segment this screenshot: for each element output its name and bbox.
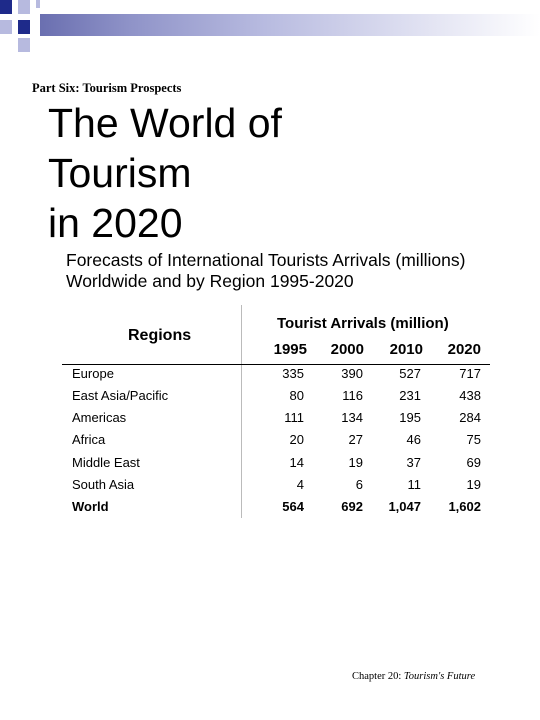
arrivals-cell: 20 — [289, 432, 304, 447]
footer-chapter-title: Tourism's Future — [403, 671, 476, 682]
banner-square — [18, 38, 30, 52]
region-label: East Asia/Pacific — [72, 388, 169, 403]
region-label: Americas — [72, 410, 127, 425]
footer-chapter: Chapter 20: — [352, 671, 402, 682]
column-divider — [241, 305, 242, 518]
arrivals-cell: 69 — [466, 455, 481, 470]
arrivals-cell: 527 — [399, 366, 421, 381]
arrivals-cell: 564 — [282, 499, 304, 514]
decorative-banner — [0, 0, 540, 60]
part-label: Part Six: Tourism Prospects — [32, 81, 182, 95]
year-header: 2000 — [330, 341, 364, 358]
region-label: Africa — [72, 432, 106, 447]
title-line: in 2020 — [48, 200, 183, 246]
slide-subtitle: Forecasts of International Tourists Arri… — [66, 250, 465, 292]
region-label: South Asia — [72, 477, 135, 492]
footer: Chapter 20: Tourism's Future — [352, 671, 475, 682]
arrivals-cell: 438 — [459, 388, 481, 403]
arrivals-cell: 6 — [355, 477, 363, 492]
year-header: 2020 — [447, 341, 481, 358]
arrivals-cell: 335 — [282, 366, 304, 381]
arrivals-header: Tourist Arrivals (million) — [277, 315, 449, 332]
arrivals-cell: 717 — [459, 366, 481, 381]
arrivals-cell: 692 — [341, 499, 363, 514]
arrivals-cell: 37 — [406, 455, 421, 470]
arrivals-cell: 27 — [348, 432, 363, 447]
banner-square — [18, 0, 30, 14]
arrivals-cell: 116 — [342, 388, 363, 403]
arrivals-cell: 231 — [399, 388, 421, 403]
year-header: 1995 — [273, 341, 307, 358]
banner-square — [18, 20, 30, 34]
arrivals-cell: 75 — [466, 432, 481, 447]
region-label: World — [72, 499, 109, 514]
arrivals-cell: 11 — [407, 477, 422, 492]
header-rule — [62, 364, 490, 365]
arrivals-cell: 80 — [289, 388, 304, 403]
arrivals-cell: 1,602 — [448, 499, 481, 514]
title-line: The World of — [48, 100, 282, 146]
arrivals-cell: 46 — [406, 432, 421, 447]
region-label: Middle East — [72, 455, 140, 470]
banner-gradient-bar — [40, 14, 540, 36]
banner-square — [36, 0, 40, 8]
subtitle-line: Worldwide and by Region 1995-2020 — [66, 271, 354, 291]
arrivals-cell: 195 — [399, 410, 421, 425]
arrivals-cell: 390 — [341, 366, 363, 381]
arrivals-cell: 14 — [289, 455, 304, 470]
arrivals-cell: 4 — [296, 477, 304, 492]
arrivals-cell: 1,047 — [388, 499, 421, 514]
year-header: 2010 — [389, 341, 423, 358]
arrivals-cell: 19 — [348, 455, 363, 470]
banner-square — [0, 20, 12, 34]
region-label: Europe — [72, 366, 114, 381]
slide-title: The World of Tourism in 2020 — [48, 98, 282, 248]
arrivals-cell: 134 — [341, 410, 363, 425]
arrivals-cell: 111 — [284, 410, 304, 425]
subtitle-line: Forecasts of International Tourists Arri… — [66, 250, 466, 270]
regions-header: Regions — [128, 327, 192, 344]
title-line: Tourism — [48, 150, 192, 196]
arrivals-cell: 19 — [466, 477, 481, 492]
banner-square — [0, 0, 12, 14]
arrivals-cell: 284 — [459, 410, 481, 425]
